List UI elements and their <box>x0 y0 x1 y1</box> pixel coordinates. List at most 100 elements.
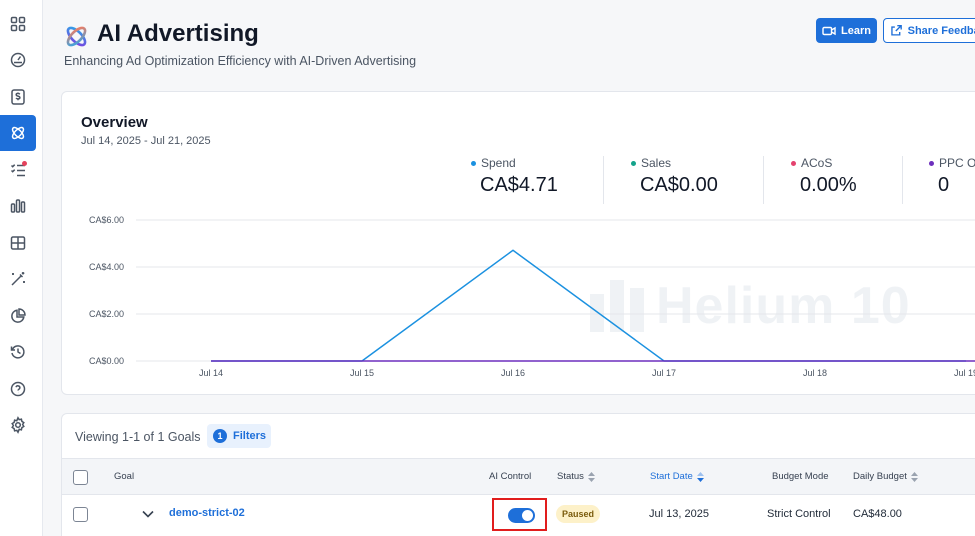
ai-advertising-logo-icon <box>66 26 87 47</box>
filters-label: Filters <box>233 430 267 442</box>
sidebar-item-dashboard[interactable] <box>0 42 36 78</box>
metric-spend[interactable]: Spend CA$4.71 <box>471 156 558 206</box>
learn-button[interactable]: Learn <box>816 18 877 43</box>
budget-mode-cell: Strict Control <box>767 508 831 520</box>
column-goal[interactable]: Goal <box>114 471 135 482</box>
sidebar-item-table[interactable] <box>0 225 36 261</box>
x-tick-label: Jul 18 <box>803 368 827 378</box>
metric-divider <box>763 156 764 204</box>
metric-acos[interactable]: ACoS 0.00% <box>791 156 857 206</box>
sidebar-item-grid[interactable] <box>0 6 36 42</box>
column-daily-budget[interactable]: Daily Budget <box>853 471 918 482</box>
status-badge: Paused <box>556 505 601 523</box>
sidebar-item-tasks[interactable] <box>0 152 36 188</box>
column-start-date[interactable]: Start Date <box>650 471 704 482</box>
ai-control-toggle[interactable] <box>508 508 535 523</box>
overview-card: Overview Jul 14, 2025 - Jul 21, 2025 Spe… <box>61 91 975 395</box>
checklist-icon <box>10 164 25 177</box>
metric-value: 0.00% <box>800 174 857 196</box>
row-checkbox[interactable] <box>73 507 88 522</box>
video-camera-icon <box>822 26 836 35</box>
filters-button[interactable]: 1 Filters <box>207 424 271 448</box>
metric-sales[interactable]: Sales CA$0.00 <box>631 156 718 206</box>
helium10-logo-icon <box>590 280 644 332</box>
x-tick-label: Jul 15 <box>350 368 374 378</box>
table-header: Goal AI Control Status Start Date Budget… <box>62 458 975 495</box>
pie-chart-icon <box>11 308 26 323</box>
metric-ppc-orders[interactable]: PPC Orders 0 <box>929 156 975 206</box>
column-start-date-label: Start Date <box>650 471 693 482</box>
ai-control-highlight <box>492 498 547 531</box>
column-daily-budget-label: Daily Budget <box>853 471 907 482</box>
sort-desc-icon <box>696 471 704 482</box>
watermark-text: Helium 10 <box>656 277 911 335</box>
helium10-watermark: Helium 10 <box>590 276 911 336</box>
help-icon <box>10 381 26 397</box>
sidebar-item-automation[interactable] <box>0 261 36 297</box>
y-tick-label: CA$4.00 <box>89 262 124 272</box>
filters-count-badge: 1 <box>213 429 227 443</box>
daily-budget-cell: CA$48.00 <box>853 508 902 520</box>
sidebar-item-history[interactable] <box>0 334 36 370</box>
metric-divider <box>603 156 604 204</box>
atom-icon <box>11 126 25 140</box>
goal-name-link[interactable]: demo-strict-02 <box>169 507 245 519</box>
chevron-down-icon[interactable] <box>142 510 154 518</box>
table-row[interactable]: demo-strict-02 Paused Jul 13, 2025 Stric… <box>62 495 975 535</box>
dashboard-gauge-icon <box>10 52 26 68</box>
y-tick-label: CA$2.00 <box>89 309 124 319</box>
y-tick-label: CA$6.00 <box>89 215 124 225</box>
dollar-document-icon <box>11 89 25 105</box>
share-feedback-label: Share Feedback <box>907 24 975 37</box>
sidebar-item-billing[interactable] <box>0 79 36 115</box>
column-budget-mode[interactable]: Budget Mode <box>772 471 829 482</box>
spend-line-chart: CA$0.00 CA$2.00 CA$4.00 CA$6.00 Jul 14 Jul 15… <box>89 215 975 378</box>
sidebar-item-analytics[interactable] <box>0 188 36 224</box>
metric-label: Spend <box>481 156 516 170</box>
metric-divider <box>902 156 903 204</box>
learn-button-label: Learn <box>841 24 871 37</box>
metric-label: Sales <box>641 156 672 170</box>
column-ai-control[interactable]: AI Control <box>489 471 532 482</box>
grid-icon <box>10 16 26 32</box>
x-tick-label: Jul 14 <box>199 368 223 378</box>
metric-value: 0 <box>938 174 950 196</box>
page-title: AI Advertising <box>97 20 259 47</box>
column-status[interactable]: Status <box>557 471 595 482</box>
sidebar-item-help[interactable] <box>0 371 36 407</box>
toggle-knob <box>522 510 533 521</box>
select-all-checkbox[interactable] <box>73 470 88 485</box>
y-tick-label: CA$0.00 <box>89 356 124 366</box>
magic-wand-icon <box>11 272 25 286</box>
sidebar-item-ai-advertising[interactable] <box>0 115 36 151</box>
column-status-label: Status <box>557 471 584 482</box>
overview-date-range: Jul 14, 2025 - Jul 21, 2025 <box>81 135 211 147</box>
goals-card: Viewing 1-1 of 1 Goals 1 Filters Goal AI… <box>61 413 975 536</box>
sort-icon <box>587 471 595 482</box>
bar-chart-icon <box>10 199 26 213</box>
metric-value: CA$4.71 <box>480 174 558 196</box>
metric-value: CA$0.00 <box>640 174 718 196</box>
overview-title: Overview <box>81 114 148 131</box>
sales-legend-dot <box>631 160 636 166</box>
x-tick-label: Jul 16 <box>501 368 525 378</box>
external-link-icon <box>891 24 902 36</box>
sidebar-item-settings[interactable] <box>0 407 36 443</box>
ppc-orders-legend-dot <box>929 160 934 166</box>
start-date-cell: Jul 13, 2025 <box>649 508 709 520</box>
acos-legend-dot <box>791 160 796 166</box>
x-tick-label: Jul 17 <box>652 368 676 378</box>
share-feedback-button[interactable]: Share Feedback <box>883 18 975 43</box>
sort-icon <box>910 471 918 482</box>
settings-icon <box>11 416 25 434</box>
viewing-count: Viewing 1-1 of 1 Goals <box>75 430 201 444</box>
table-icon <box>10 236 26 250</box>
sidebar-item-reports[interactable] <box>0 298 36 334</box>
page-subtitle: Enhancing Ad Optimization Efficiency wit… <box>64 54 417 68</box>
notification-dot <box>22 161 27 166</box>
metric-label: PPC Orders <box>939 156 975 170</box>
x-tick-label: Jul 19 <box>954 368 975 378</box>
history-icon <box>10 345 25 359</box>
spend-legend-dot <box>471 160 476 166</box>
